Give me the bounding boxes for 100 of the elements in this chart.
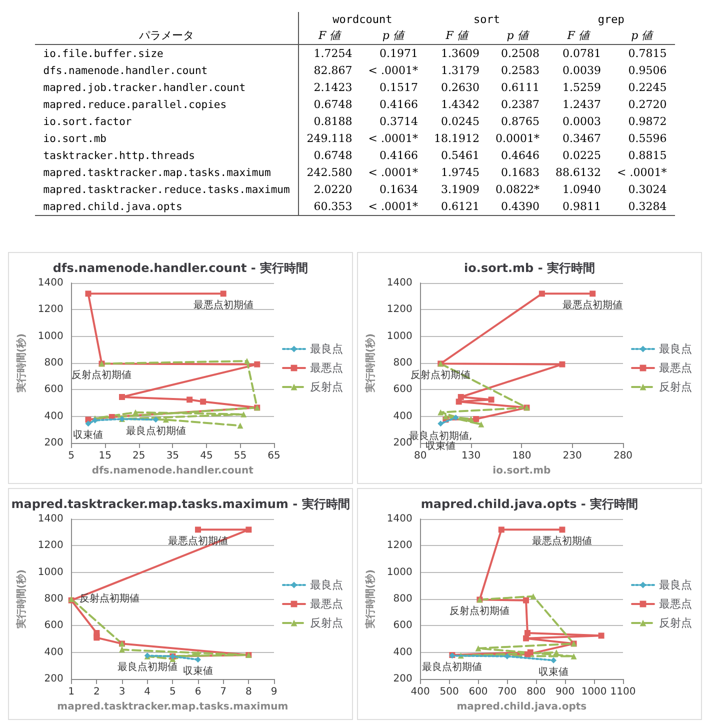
text: 0.2583 [501,64,540,77]
text: 1.0940 [562,183,602,196]
x-axis-title: io.sort.mb [492,465,551,476]
legend-label: 最悪点 [659,598,692,610]
category-label: F 値 [317,28,343,44]
annotation: 反射点初期値 [79,592,140,604]
point [538,290,545,297]
annotation: 最良点初期値 [422,661,482,674]
text: 1.5259 [562,81,602,94]
point [524,630,530,636]
y-tick-label: 1400 [38,278,64,288]
annotation: 反射点初期値 [450,605,510,618]
text: < .0001* [368,64,418,77]
point [527,649,534,656]
x-tick-label: 35 [166,450,180,462]
text: 242.580 [306,166,352,179]
text: 0.3024 [628,183,667,196]
legend-label: 最悪点 [659,362,692,374]
y-axis-title: 実行時間(秒) [364,569,376,630]
text: 0.9506 [628,64,667,77]
text: 0.6121 [441,200,480,213]
annotation: 収束値 [183,665,214,678]
point [478,421,484,428]
point [438,409,444,416]
point [473,416,480,422]
legend-label: 最良点 [310,342,343,356]
y-tick-label: 400 [44,646,64,658]
x-tick-label: 3 [118,686,126,698]
y-tick-label: 800 [44,358,64,368]
annotation: 収束値 [73,429,104,442]
text: 1.3179 [441,64,480,77]
legend-label: 反射点 [310,380,343,394]
category-label: F 値 [566,28,592,44]
text: 1.3609 [441,47,480,60]
y-tick-label: 200 [44,674,64,684]
y-tick-label: 1000 [38,566,64,578]
text: 0.9872 [628,115,667,128]
point [438,420,444,427]
x-tick-label: 230 [562,450,582,462]
text: < .0001* [617,166,667,179]
category-label: tasktracker.http.threads [43,150,195,162]
text: 0.1634 [380,183,418,196]
text: 0.1517 [380,81,418,94]
legend-label: 最良点 [659,342,692,356]
x-tick-label: 1 [68,686,75,698]
text: 1.4342 [441,98,480,111]
x-tick-label: 1000 [581,686,607,698]
point [452,414,459,421]
text: 0.4166 [380,98,418,111]
text: 0.1971 [380,47,418,60]
text: grep [596,12,626,27]
point [523,597,530,604]
text: 0.0225 [562,149,602,162]
x-tick-label: 280 [613,450,633,462]
x-tick-label: 80 [414,450,427,462]
text: 0.4646 [501,149,540,162]
x-tick-label: 800 [526,686,546,698]
text: sort [472,12,502,27]
point [244,358,250,364]
y-tick-label: 1200 [38,540,64,552]
text: 88.6132 [556,166,602,179]
text: 0.6748 [314,149,352,162]
y-tick-label: 200 [393,674,412,684]
x-tick-label: 400 [410,686,430,698]
y-axis-title: 実行時間(秒) [16,569,28,630]
legend-label: 反射点 [659,380,692,394]
x-tick-label: 900 [556,686,575,698]
category-label: mapred.child.java.opts [43,200,182,212]
x-tick-label: 1100 [610,686,636,698]
y-tick-label: 400 [44,410,64,422]
y-tick-label: 1200 [386,540,412,552]
annotation: 最良点初期値 [117,661,178,674]
legend-label: 最良点 [659,578,692,592]
point [550,657,557,664]
x-tick-label: 500 [440,686,459,698]
x-tick-label: 2 [93,686,100,698]
text: 0.3467 [562,132,602,145]
point [186,396,193,403]
text: 0.0003 [562,115,602,128]
chart-title: mapred.tasktracker.map.tasks.maximum - 実行時間 [11,497,350,511]
y-tick-label: 1000 [386,330,412,342]
point [559,526,566,533]
point [570,653,577,660]
point [590,290,596,297]
point [559,361,566,368]
text: 0.1683 [501,166,540,179]
y-tick-label: 1400 [386,278,412,288]
text: 60.353 [314,200,352,213]
x-tick-label: 65 [268,450,280,462]
text: < .0001* [368,200,418,213]
point [85,420,92,427]
legend-label: 反射点 [659,616,692,630]
point [195,526,202,533]
point [523,635,530,642]
text: 0.8815 [628,149,667,162]
text: 18.1912 [434,132,480,145]
text: 0.8765 [501,115,540,128]
point [200,398,206,405]
y-tick-label: 400 [393,646,412,658]
text: 0.3284 [628,200,667,213]
